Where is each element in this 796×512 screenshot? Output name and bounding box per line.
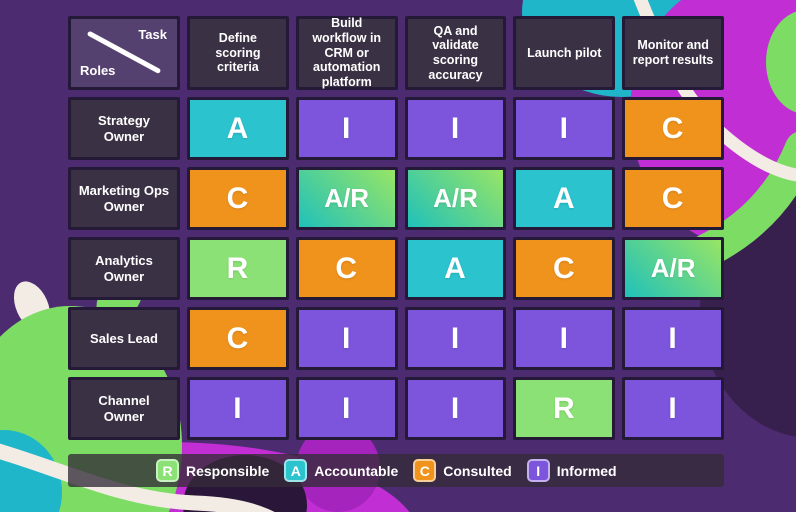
- diagonal-divider: [71, 19, 177, 87]
- raci-cell: I: [622, 377, 724, 440]
- legend: R Responsible A Accountable C Consulted …: [68, 454, 724, 487]
- raci-cell: I: [513, 97, 616, 160]
- legend-label: Responsible: [186, 462, 270, 479]
- raci-cell: I: [404, 377, 507, 440]
- raci-cell: I: [622, 307, 724, 370]
- raci-cell: C: [622, 97, 724, 160]
- legend-label: Accountable: [314, 462, 399, 479]
- role-header-analytics-owner: Analytics Owner: [68, 237, 180, 300]
- task-header-launch-pilot: Launch pilot: [513, 16, 616, 90]
- legend-item-responsible: R Responsible: [156, 459, 269, 482]
- task-header-qa-validate: QA and validate scoring accuracy: [404, 16, 507, 90]
- raci-cell: I: [404, 97, 507, 160]
- legend-label: Informed: [556, 462, 617, 479]
- raci-cell: A/R: [295, 167, 398, 230]
- role-header-channel-owner: Channel Owner: [68, 377, 180, 440]
- raci-cell: R: [513, 377, 616, 440]
- raci-cell: C: [295, 237, 398, 300]
- legend-label: Consulted: [443, 462, 512, 479]
- task-header-define-scoring: Define scoring criteria: [187, 16, 289, 90]
- corner-task-label: Task: [138, 27, 167, 42]
- raci-cell: R: [187, 237, 289, 300]
- corner-roles-label: Roles: [80, 63, 116, 78]
- task-header-build-workflow: Build workflow in CRM or automation plat…: [295, 16, 398, 90]
- informed-badge: I: [526, 459, 550, 482]
- raci-cell: C: [187, 167, 289, 230]
- raci-cell: A: [404, 237, 507, 300]
- consulted-badge: C: [413, 459, 437, 482]
- legend-item-accountable: A Accountable: [284, 459, 398, 482]
- legend-item-informed: I Informed: [526, 459, 617, 482]
- raci-cell: C: [187, 307, 289, 370]
- task-header-monitor-report: Monitor and report results: [622, 16, 724, 90]
- raci-cell: I: [404, 307, 507, 370]
- raci-cell: A/R: [622, 237, 724, 300]
- role-header-sales-lead: Sales Lead: [68, 307, 180, 370]
- responsible-badge: R: [156, 459, 179, 482]
- role-header-strategy-owner: Strategy Owner: [68, 97, 180, 160]
- raci-cell: I: [513, 307, 616, 370]
- legend-item-consulted: C Consulted: [413, 459, 512, 482]
- raci-cell: I: [295, 307, 398, 370]
- corner-cell: Task Roles: [68, 16, 180, 90]
- role-header-marketing-ops-owner: Marketing Ops Owner: [68, 167, 180, 230]
- raci-matrix: Task Roles Define scoring criteria Build…: [68, 16, 724, 440]
- raci-cell: A: [513, 167, 616, 230]
- raci-cell: I: [295, 97, 398, 160]
- raci-cell: I: [295, 377, 398, 440]
- raci-cell: C: [622, 167, 724, 230]
- raci-cell: C: [513, 237, 616, 300]
- raci-cell: A/R: [404, 167, 507, 230]
- raci-cell: A: [187, 97, 289, 160]
- raci-cell: I: [187, 377, 289, 440]
- accountable-badge: A: [284, 459, 308, 482]
